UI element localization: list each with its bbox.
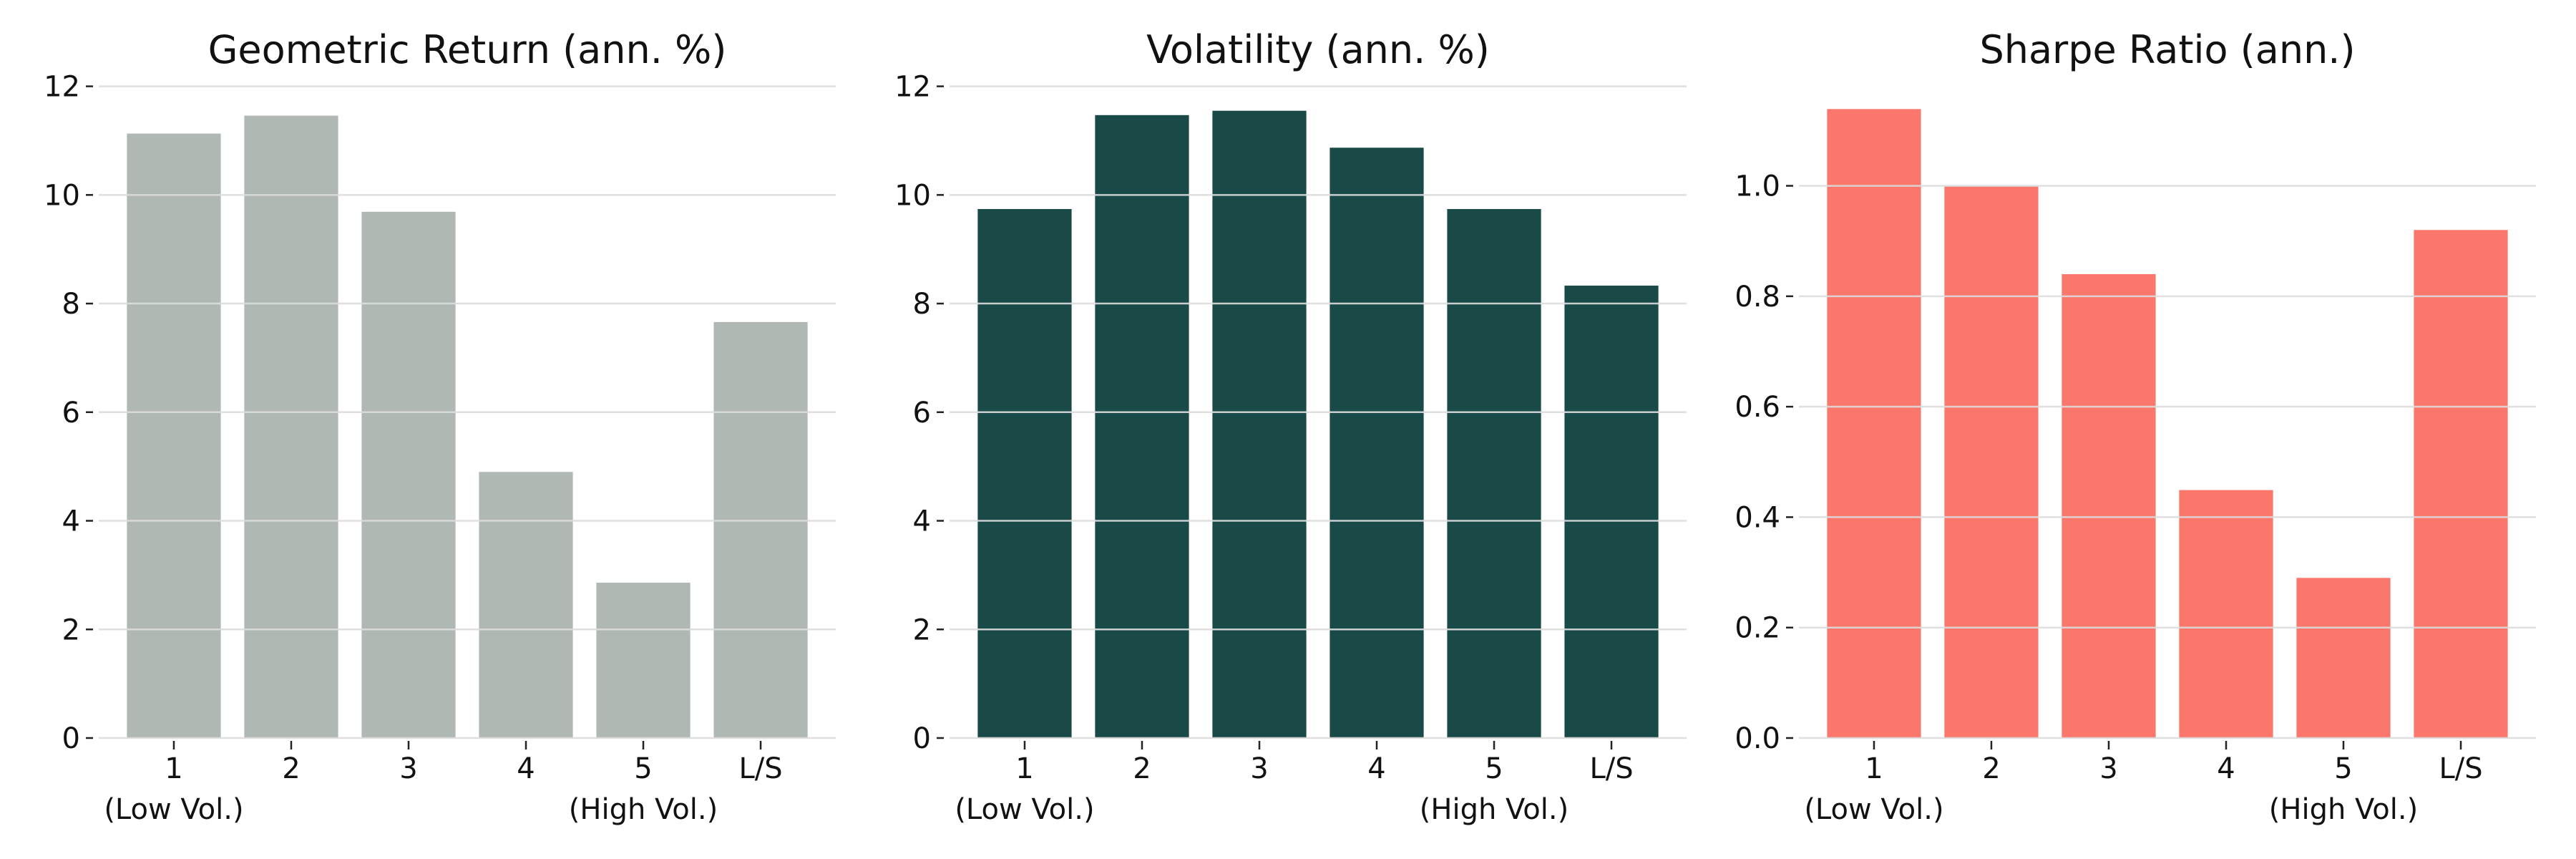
x-tick-sublabel: (Low Vol.): [1804, 793, 1943, 826]
bar-5: [596, 583, 691, 738]
bar-5: [1447, 209, 1541, 738]
y-tick-label: 4: [913, 505, 931, 538]
x-tick-label: 4: [1367, 752, 1385, 785]
y-tick-label: 10: [44, 179, 80, 212]
bar-4: [2179, 490, 2273, 738]
chart-title: Volatility (ann. %): [1146, 27, 1490, 72]
bar-3: [2062, 274, 2156, 738]
y-tick-label: 8: [62, 288, 80, 321]
x-tick-label: 4: [517, 752, 535, 785]
x-tick-sublabel: (Low Vol.): [955, 793, 1094, 826]
y-tick-label: 0.0: [1735, 722, 1780, 755]
y-tick-label: 12: [894, 71, 931, 104]
bar-2: [1944, 186, 2039, 738]
bar-L/S: [713, 321, 808, 738]
x-tick-sublabel: (High Vol.): [2269, 793, 2418, 826]
x-tick-label: 5: [1485, 752, 1503, 785]
x-tick-label: 2: [1982, 752, 2000, 785]
x-tick-label: 1: [1015, 752, 1033, 785]
bar-L/S: [2414, 230, 2508, 738]
y-tick-label: 0: [913, 722, 931, 755]
bar-3: [361, 211, 456, 738]
x-tick-sublabel: (High Vol.): [1420, 793, 1568, 826]
x-tick-label: 3: [399, 752, 417, 785]
chart-3: Sharpe Ratio (ann.) 0.0 0.2 0.4 0.6 0.8 1.0 1 (L…: [1735, 27, 2536, 826]
bar-1: [1827, 109, 1921, 739]
x-tick-sublabel: (Low Vol.): [104, 793, 243, 826]
x-tick-label: 3: [2099, 752, 2117, 785]
x-tick-label: 5: [2334, 752, 2352, 785]
x-tick-label: 2: [1133, 752, 1151, 785]
chart-title: Sharpe Ratio (ann.): [1979, 27, 2355, 72]
y-tick-label: 0.8: [1735, 281, 1780, 314]
x-tick-label: 2: [282, 752, 300, 785]
y-tick-label: 6: [62, 397, 80, 430]
bar-3: [1212, 110, 1307, 738]
y-tick-label: 1.0: [1735, 170, 1780, 203]
y-tick-label: 0: [62, 722, 80, 755]
x-tick-label: 5: [634, 752, 652, 785]
chart-title: Geometric Return (ann. %): [208, 27, 727, 72]
bar-4: [479, 472, 573, 738]
x-tick-label: 1: [1865, 752, 1883, 785]
y-tick-label: 2: [913, 613, 931, 646]
x-tick-label: L/S: [1589, 752, 1633, 785]
bar-2: [244, 115, 338, 739]
bar-1: [127, 133, 221, 738]
chart-1: Geometric Return (ann. %) 0 2 4 6 8 10 12 1 (Low …: [44, 27, 836, 826]
y-tick-label: 0.6: [1735, 391, 1780, 424]
bar-4: [1330, 147, 1424, 738]
y-tick-label: 12: [44, 71, 80, 104]
y-tick-label: 2: [62, 613, 80, 646]
y-tick-label: 4: [62, 505, 80, 538]
x-tick-sublabel: (High Vol.): [569, 793, 718, 826]
x-tick-label: L/S: [738, 752, 782, 785]
y-tick-label: 0.2: [1735, 612, 1780, 645]
bar-5: [2296, 578, 2391, 738]
bar-2: [1095, 115, 1189, 738]
x-tick-label: 1: [165, 752, 182, 785]
bar-1: [977, 209, 1072, 738]
x-tick-label: 3: [1250, 752, 1268, 785]
x-tick-label: 4: [2217, 752, 2235, 785]
y-tick-label: 10: [894, 179, 931, 212]
y-tick-label: 0.4: [1735, 501, 1780, 534]
chart-2: Volatility (ann. %) 0 2 4 6 8 10 12 1 (Low Vol.) 2…: [894, 27, 1687, 826]
bar-L/S: [1564, 286, 1659, 738]
y-tick-label: 6: [913, 397, 931, 430]
x-tick-label: L/S: [2439, 752, 2482, 785]
y-tick-label: 8: [913, 288, 931, 321]
